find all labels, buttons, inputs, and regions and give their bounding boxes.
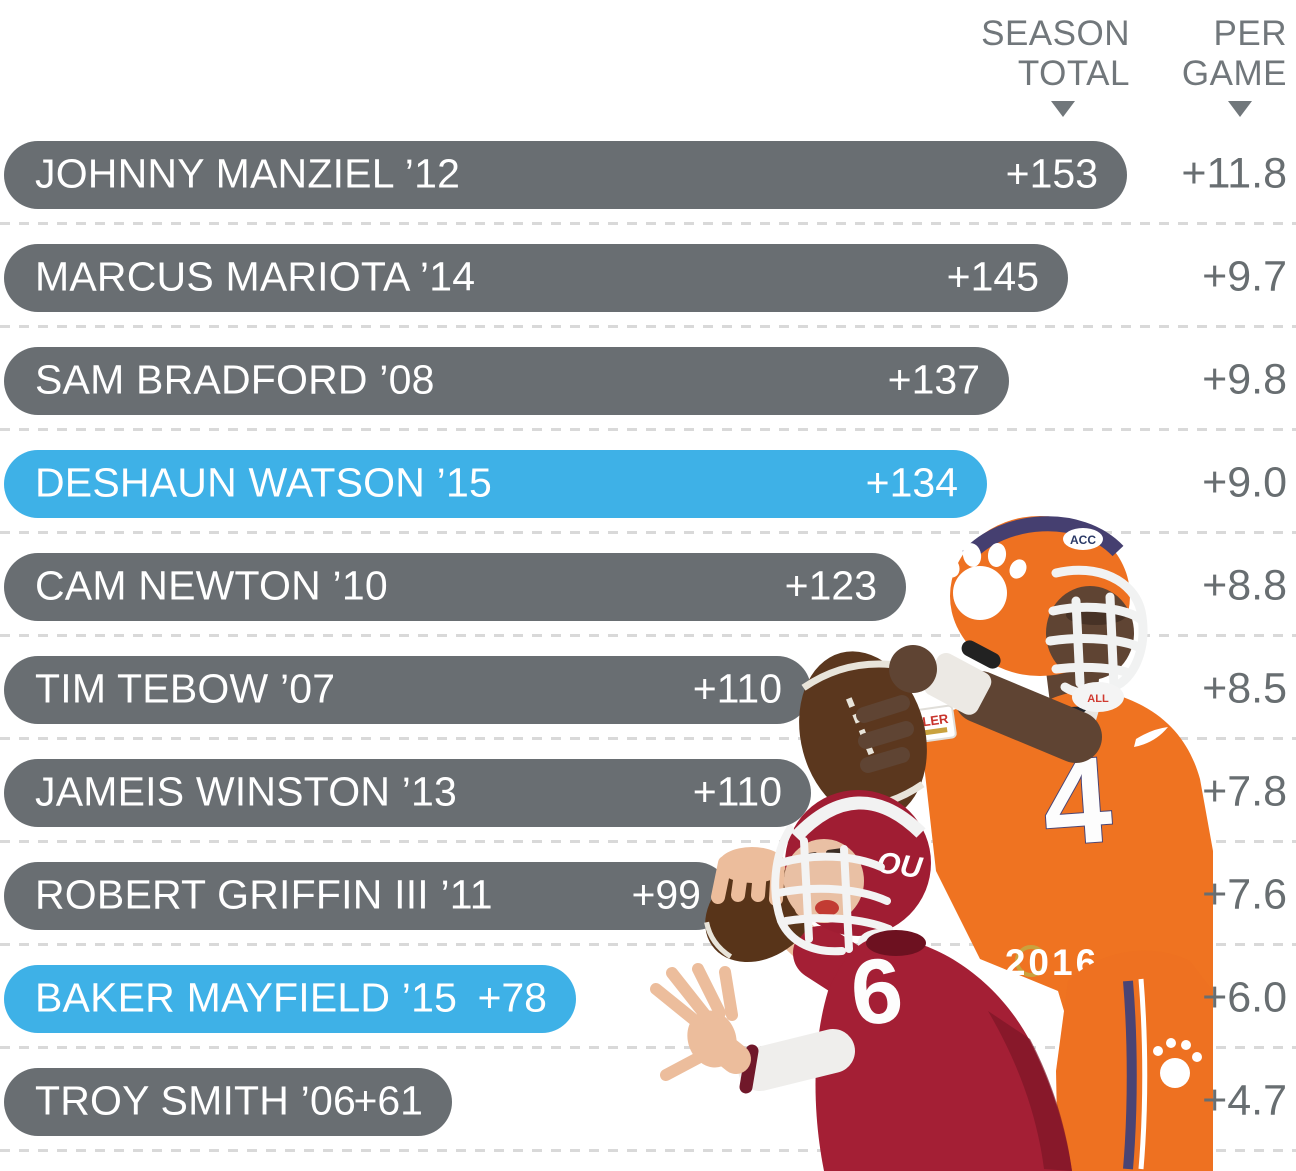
per-game-value: +9.0 bbox=[1202, 458, 1287, 507]
season-total-value: +123 bbox=[784, 562, 877, 609]
per-game-value: +9.7 bbox=[1202, 252, 1287, 301]
table-row: TROY SMITH ’06 +61 +4.7 bbox=[0, 1068, 1296, 1136]
watson-pants bbox=[1056, 950, 1213, 1171]
season-total-value: +78 bbox=[477, 974, 547, 1021]
paw-logo bbox=[940, 543, 1027, 620]
bar: CAM NEWTON ’10 +123 bbox=[4, 553, 906, 621]
mayfield-player: OU 6 bbox=[650, 790, 1072, 1171]
per-game-arrow-icon bbox=[1228, 101, 1252, 117]
season-total-value: +145 bbox=[946, 253, 1039, 300]
column-header-season-total: SEASON TOTAL bbox=[981, 14, 1130, 94]
table-row: SAM BRADFORD ’08 +137 +9.8 bbox=[0, 347, 1296, 415]
mayfield-facemask bbox=[771, 825, 893, 956]
table-row: CAM NEWTON ’10 +123 +8.8 bbox=[0, 553, 1296, 621]
table-row: JOHNNY MANZIEL ’12 +153 +11.8 bbox=[0, 141, 1296, 209]
player-name-label: SAM BRADFORD ’08 bbox=[35, 356, 435, 403]
row-separator bbox=[0, 943, 1296, 946]
bar: JAMEIS WINSTON ’13 +110 bbox=[4, 759, 811, 827]
table-row: DESHAUN WATSON ’15 +134 +9.0 bbox=[0, 450, 1296, 518]
player-name-label: BAKER MAYFIELD ’15 bbox=[35, 974, 458, 1021]
column-header-per-game: PER GAME bbox=[1182, 14, 1287, 94]
table-row: MARCUS MARIOTA ’14 +145 +9.7 bbox=[0, 244, 1296, 312]
watson-player: ULLER 4 2016 ACC bbox=[799, 516, 1213, 1171]
bar: ROBERT GRIFFIN III ’11 +99 bbox=[4, 862, 730, 930]
bar: JOHNNY MANZIEL ’12 +153 bbox=[4, 141, 1127, 209]
bar: TIM TEBOW ’07 +110 bbox=[4, 656, 811, 724]
per-game-value: +4.7 bbox=[1202, 1076, 1287, 1125]
season-total-value: +61 bbox=[353, 1077, 423, 1124]
per-game-value: +7.8 bbox=[1202, 767, 1287, 816]
per-game-value: +7.6 bbox=[1202, 870, 1287, 919]
chin-strap-text: ALL bbox=[1087, 693, 1109, 705]
per-game-value: +11.8 bbox=[1181, 149, 1287, 198]
season-total-value: +110 bbox=[692, 665, 782, 712]
season-total-line1: SEASON bbox=[981, 14, 1130, 53]
season-total-value: +99 bbox=[631, 871, 701, 918]
players-photo: ULLER 4 2016 ACC bbox=[650, 516, 1213, 1171]
bar: BAKER MAYFIELD ’15 +78 bbox=[4, 965, 576, 1033]
player-name-label: TROY SMITH ’06 bbox=[35, 1077, 356, 1124]
per-game-value: +8.5 bbox=[1202, 664, 1287, 713]
table-row: ROBERT GRIFFIN III ’11 +99 +7.6 bbox=[0, 862, 1296, 930]
season-total-line2: TOTAL bbox=[1017, 54, 1130, 93]
player-name-label: JOHNNY MANZIEL ’12 bbox=[35, 150, 461, 197]
row-separator bbox=[0, 737, 1296, 740]
per-game-value: +6.0 bbox=[1202, 973, 1287, 1022]
row-separator bbox=[0, 634, 1296, 637]
bar: DESHAUN WATSON ’15 +134 bbox=[4, 450, 987, 518]
row-separator bbox=[0, 428, 1296, 431]
player-name-label: ROBERT GRIFFIN III ’11 bbox=[35, 871, 493, 918]
acc-sticker: ACC bbox=[1070, 533, 1096, 547]
watson-helmet: ACC bbox=[940, 516, 1148, 712]
table-row: TIM TEBOW ’07 +110 +8.5 bbox=[0, 656, 1296, 724]
player-name-label: DESHAUN WATSON ’15 bbox=[35, 459, 492, 506]
per-game-line1: PER bbox=[1213, 14, 1287, 53]
row-separator bbox=[0, 1046, 1296, 1049]
season-total-value: +153 bbox=[1005, 150, 1098, 197]
row-separator bbox=[0, 222, 1296, 225]
player-name-label: CAM NEWTON ’10 bbox=[35, 562, 388, 609]
season-total-value: +134 bbox=[865, 459, 958, 506]
season-total-arrow-icon bbox=[1051, 101, 1075, 117]
table-row: JAMEIS WINSTON ’13 +110 +7.8 bbox=[0, 759, 1296, 827]
bar: TROY SMITH ’06 +61 bbox=[4, 1068, 452, 1136]
swoosh-icon bbox=[1134, 727, 1168, 747]
mayfield-helmet: OU bbox=[771, 790, 931, 957]
player-name-label: TIM TEBOW ’07 bbox=[35, 665, 336, 712]
row-separator bbox=[0, 531, 1296, 534]
season-total-value: +110 bbox=[692, 768, 782, 815]
row-separator bbox=[0, 1149, 1296, 1152]
row-separator bbox=[0, 840, 1296, 843]
per-game-line2: GAME bbox=[1181, 54, 1287, 93]
row-separator bbox=[0, 325, 1296, 328]
player-name-label: JAMEIS WINSTON ’13 bbox=[35, 768, 458, 815]
mayfield-jersey-number: 6 bbox=[846, 939, 908, 1046]
bar: MARCUS MARIOTA ’14 +145 bbox=[4, 244, 1068, 312]
player-name-label: MARCUS MARIOTA ’14 bbox=[35, 253, 476, 300]
season-total-value: +137 bbox=[887, 356, 980, 403]
per-game-value: +9.8 bbox=[1202, 355, 1287, 404]
bar: SAM BRADFORD ’08 +137 bbox=[4, 347, 1009, 415]
table-row: BAKER MAYFIELD ’15 +78 +6.0 bbox=[0, 965, 1296, 1033]
per-game-value: +8.8 bbox=[1202, 561, 1287, 610]
